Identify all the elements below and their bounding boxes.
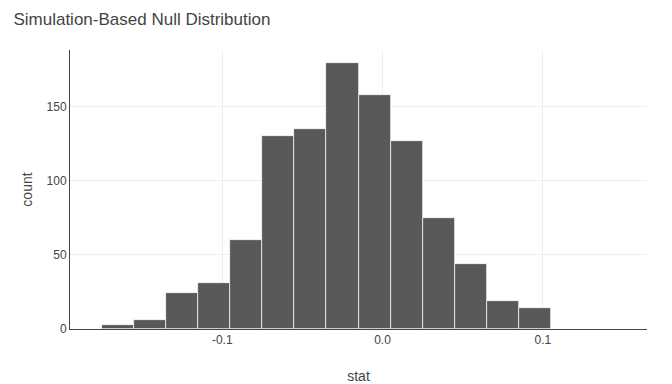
svg-text:-0.1: -0.1 xyxy=(212,333,233,347)
svg-text:0: 0 xyxy=(60,322,67,336)
svg-text:stat: stat xyxy=(347,368,370,384)
svg-text:count: count xyxy=(19,172,35,206)
svg-text:0.1: 0.1 xyxy=(534,333,551,347)
svg-text:Simulation-Based Null Distribu: Simulation-Based Null Distribution xyxy=(13,10,270,29)
svg-text:50: 50 xyxy=(53,248,67,262)
svg-text:150: 150 xyxy=(47,100,67,114)
svg-text:100: 100 xyxy=(47,174,67,188)
svg-text:0.0: 0.0 xyxy=(374,333,391,347)
